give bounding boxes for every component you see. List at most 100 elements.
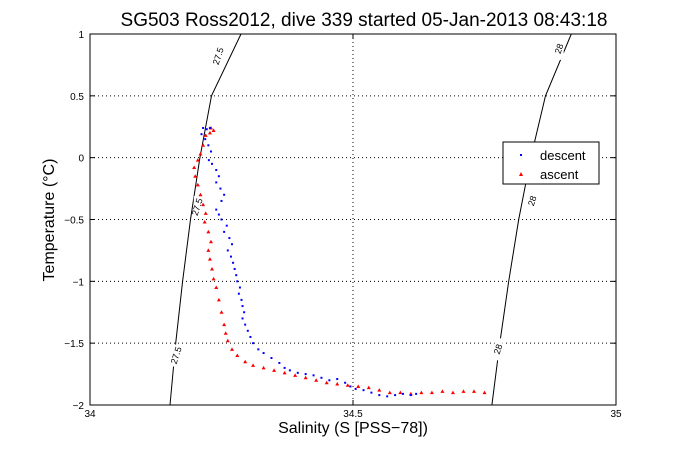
data-point-descent <box>336 378 339 381</box>
data-point-ascent <box>429 390 434 395</box>
y-tick-label: −2 <box>73 401 85 412</box>
contour-label: 28 <box>526 194 539 207</box>
x-axis-label: Salinity (S [PSS−78]) <box>278 420 428 437</box>
data-point-descent <box>238 286 241 289</box>
y-tick-label: 1 <box>78 30 84 41</box>
x-tick-label: 34 <box>84 409 96 420</box>
data-point-ascent <box>251 363 256 367</box>
legend-box <box>502 141 600 185</box>
plot-area <box>90 34 616 405</box>
data-point-descent <box>328 379 331 382</box>
data-point-descent <box>257 348 260 351</box>
contour-line <box>169 33 242 406</box>
data-point-descent <box>241 305 244 308</box>
data-point-ascent <box>366 385 371 390</box>
data-point-ascent <box>377 388 382 392</box>
data-point-descent <box>415 392 418 395</box>
data-point-ascent <box>356 384 361 388</box>
y-tick-label: −0.5 <box>64 216 84 227</box>
data-point-ascent <box>195 182 200 187</box>
data-point-descent <box>312 374 315 377</box>
data-point-ascent <box>198 151 203 156</box>
data-point-descent <box>386 395 389 398</box>
y-axis-label: Temperature (°C) <box>41 159 58 282</box>
data-point-descent <box>246 329 249 332</box>
data-point-descent <box>215 208 218 211</box>
data-point-ascent <box>210 266 215 271</box>
data-point-ascent <box>235 353 240 358</box>
data-point-descent <box>394 394 397 397</box>
data-point-descent <box>409 394 412 397</box>
contour-label-bg <box>172 344 181 367</box>
data-point-ascent <box>345 383 350 387</box>
data-point-descent <box>370 391 373 394</box>
data-point-descent <box>209 150 212 153</box>
data-point-descent <box>226 249 229 252</box>
data-point-descent <box>262 352 265 355</box>
data-point-ascent <box>214 285 219 290</box>
data-point-descent <box>241 317 244 320</box>
data-point-descent <box>240 298 243 301</box>
data-point-descent <box>211 162 214 165</box>
data-point-descent <box>362 389 365 392</box>
data-point-descent <box>320 376 323 379</box>
data-point-descent <box>202 126 205 129</box>
legend-descent-label: descent <box>540 148 586 163</box>
legend: descent ascent <box>502 141 600 185</box>
data-point-descent <box>231 243 234 246</box>
legend-ascent-label: ascent <box>540 167 579 182</box>
data-point-ascent <box>461 389 466 393</box>
data-point-descent <box>278 361 281 364</box>
data-point-ascent <box>192 165 197 170</box>
y-tick-label: −1 <box>73 277 85 288</box>
data-point-descent <box>378 394 381 397</box>
data-point-ascent <box>314 378 319 382</box>
data-point-descent <box>232 261 235 264</box>
contour-label: 28 <box>492 343 505 356</box>
data-point-descent <box>236 280 239 283</box>
contour-label-bg <box>193 196 202 219</box>
data-point-ascent <box>216 297 221 302</box>
data-point-descent <box>208 126 211 129</box>
data-point-ascent <box>203 133 208 137</box>
contour-label-bg <box>555 37 564 60</box>
data-point-ascent <box>203 211 208 215</box>
data-point-ascent <box>206 229 211 234</box>
data-point-ascent <box>272 368 277 372</box>
data-point-descent <box>200 133 203 136</box>
data-point-descent <box>237 292 240 295</box>
data-point-ascent <box>198 192 203 197</box>
data-point-descent <box>220 218 223 221</box>
data-point-ascent <box>482 390 487 395</box>
data-point-descent <box>349 385 352 388</box>
data-point-descent <box>228 237 231 240</box>
y-tick-label: 0 <box>78 154 84 165</box>
data-point-descent <box>217 175 220 178</box>
data-point-descent <box>207 159 210 162</box>
data-point-descent <box>344 381 347 384</box>
data-point-ascent <box>261 365 266 370</box>
data-point-ascent <box>282 370 287 375</box>
data-point-ascent <box>293 373 298 377</box>
data-point-ascent <box>225 338 230 343</box>
data-point-ascent <box>419 390 424 395</box>
data-point-ascent <box>398 390 403 395</box>
data-point-descent <box>215 181 218 184</box>
data-point-ascent <box>230 347 235 351</box>
data-point-ascent <box>202 219 207 224</box>
data-point-ascent <box>303 375 308 380</box>
data-point-descent <box>244 323 247 326</box>
data-point-descent <box>215 169 218 172</box>
contour-label-bg <box>528 189 537 212</box>
contour-label-bg <box>494 338 503 361</box>
data-point-ascent <box>471 389 476 393</box>
data-point-descent <box>283 366 286 369</box>
data-point-ascent <box>335 381 340 386</box>
data-point-descent <box>229 255 232 258</box>
data-point-descent <box>270 357 273 360</box>
data-point-descent <box>249 335 252 338</box>
data-point-ascent <box>450 390 455 395</box>
data-point-ascent <box>211 128 216 132</box>
data-point-descent <box>304 373 307 376</box>
